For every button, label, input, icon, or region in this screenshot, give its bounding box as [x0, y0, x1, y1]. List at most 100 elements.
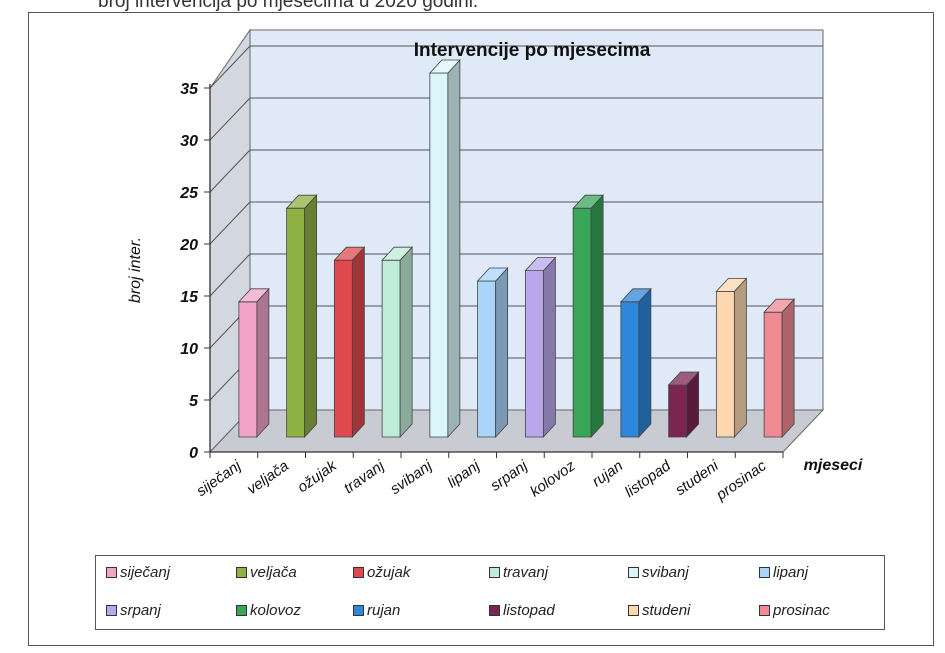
legend-item: rujan: [353, 600, 400, 620]
legend-label: lipanj: [773, 563, 809, 581]
bar-front: [620, 301, 640, 438]
chart-frame: [28, 12, 934, 646]
bar-front: [286, 207, 306, 438]
legend: siječanj veljača ožujak travanj svibanj lipan…: [95, 555, 885, 630]
x-tick-label: rujan: [589, 457, 626, 490]
legend-label: prosinac: [773, 601, 830, 619]
bar-side: [304, 194, 318, 439]
bar-11: [715, 277, 748, 439]
bar-9: [619, 287, 652, 439]
x-tick-label: veljača: [244, 457, 292, 498]
bar-top: [428, 59, 461, 74]
legend-swatch: [353, 604, 364, 616]
legend-item: srpanj: [106, 600, 161, 620]
bar-2: [285, 194, 318, 439]
bar-front: [763, 311, 783, 438]
y-tick-label: 35: [180, 81, 199, 98]
legend-label: ožujak: [367, 563, 411, 581]
legend-swatch: [759, 604, 770, 616]
bar-top: [237, 288, 270, 303]
bar-side: [590, 194, 604, 439]
legend-item: travanj: [489, 562, 548, 582]
bar-8: [572, 194, 605, 439]
legend-swatch: [236, 604, 247, 616]
legend-swatch: [353, 566, 364, 578]
y-axis-label: broj inter.: [127, 237, 144, 303]
y-tick-label: 25: [179, 185, 199, 202]
legend-item: lipanj: [759, 562, 808, 582]
legend-swatch: [489, 566, 500, 578]
legend-label: srpanj: [120, 601, 161, 619]
y-axis: 0 5 10 15 20 25 30 35: [179, 81, 211, 462]
legend-swatch: [106, 566, 117, 578]
bar-12: [763, 298, 796, 439]
bar-side: [256, 287, 270, 439]
legend-label: travanj: [503, 563, 549, 581]
bar-side: [447, 58, 461, 439]
bar-top: [524, 257, 557, 272]
y-tick-label: 5: [189, 393, 199, 410]
legend-label: siječanj: [120, 563, 171, 581]
bar-front: [381, 259, 401, 438]
bar-top: [667, 371, 700, 386]
legend-swatch: [236, 566, 247, 578]
bar-side: [542, 256, 556, 439]
legend-item: siječanj: [106, 562, 170, 582]
y-tick-label: 20: [179, 237, 198, 254]
legend-label: rujan: [367, 601, 401, 619]
bar-side: [733, 277, 747, 439]
legend-label: studeni: [642, 601, 691, 619]
bar-top: [619, 288, 652, 303]
bar-front: [333, 259, 353, 438]
bar-top: [381, 246, 414, 261]
gridline-side: [209, 45, 251, 89]
gridline-side: [209, 97, 251, 141]
bar-5: [428, 58, 461, 439]
legend-item: ožujak: [353, 562, 410, 582]
bar-4: [381, 246, 414, 439]
x-tick-label: travanj: [341, 457, 388, 497]
legend-label: listopad: [503, 601, 555, 619]
bar-front: [715, 290, 735, 438]
bars: [237, 58, 796, 439]
legend-item: prosinac: [759, 600, 830, 620]
bar-side: [638, 287, 652, 439]
gridline-side: [209, 253, 251, 297]
bar-6: [476, 266, 509, 439]
y-tick-label: 10: [180, 341, 198, 358]
bar-front: [429, 72, 449, 438]
legend-label: kolovoz: [250, 601, 301, 619]
legend-label: svibanj: [642, 563, 689, 581]
bar-front: [668, 384, 688, 438]
gridline-side: [209, 201, 251, 245]
bar-side: [399, 246, 413, 439]
bar-front: [477, 280, 497, 438]
y-tick-label: 15: [180, 289, 199, 306]
legend-swatch: [759, 566, 770, 578]
legend-item: kolovoz: [236, 600, 301, 620]
x-tick-label: listopad: [622, 457, 675, 501]
bar-top: [763, 298, 796, 313]
x-axis: siječanj veljača ožujak travanj svibanj lipan…: [193, 451, 784, 504]
legend-item: svibanj: [628, 562, 689, 582]
bar-7: [524, 256, 557, 439]
bar-front: [524, 270, 544, 438]
x-tick-label: ožujak: [294, 456, 340, 496]
legend-label: veljača: [250, 563, 297, 581]
chart-title: Intervencije po mjesecima: [414, 40, 651, 61]
legend-item: veljača: [236, 562, 297, 582]
bar-top: [476, 267, 509, 282]
bar-top: [572, 194, 605, 209]
x-tick-label: srpanj: [487, 457, 531, 495]
bar-1: [237, 287, 270, 439]
legend-item: listopad: [489, 600, 555, 620]
legend-swatch: [628, 566, 639, 578]
bar-front: [572, 207, 592, 438]
bar-top: [715, 277, 748, 292]
bar-front: [238, 301, 258, 438]
caption-text: broj intervencija po mjesecima u 2020 go…: [98, 0, 479, 12]
x-tick-label: svibanj: [387, 457, 436, 498]
y-tick-label: 0: [189, 445, 198, 462]
bar-top: [333, 246, 366, 261]
legend-swatch: [106, 604, 117, 616]
